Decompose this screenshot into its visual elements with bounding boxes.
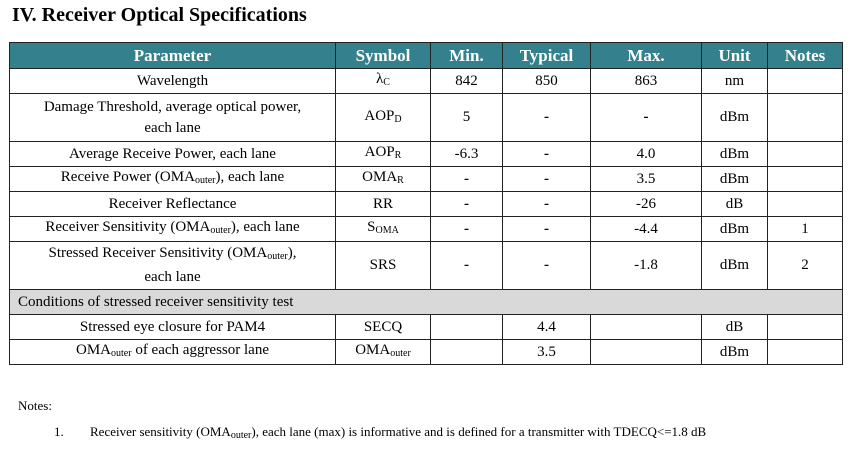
conditions-header: Conditions of stressed receiver sensitiv… xyxy=(9,289,843,315)
header-typical: Typical xyxy=(502,42,591,69)
typical-cell: 3.5 xyxy=(502,339,591,365)
symbol-cell: SRS xyxy=(335,241,431,290)
table-row: Wavelength λC 842 850 863 nm xyxy=(9,68,843,94)
symbol-cell: AOPR xyxy=(335,141,431,167)
min-cell: 842 xyxy=(430,68,503,94)
notes-cell: 2 xyxy=(767,241,843,290)
symbol-cell: AOPD xyxy=(335,93,431,142)
param-cell: Damage Threshold, average optical power,… xyxy=(9,93,336,142)
min-cell: - xyxy=(430,191,503,217)
typical-cell: 4.4 xyxy=(502,314,591,340)
table-row: Receiver Sensitivity (OMAouter), each la… xyxy=(9,216,843,242)
typical-cell: - xyxy=(502,191,591,217)
table-row: Stressed eye closure for PAM4 SECQ 4.4 d… xyxy=(9,314,843,340)
min-cell xyxy=(430,339,503,365)
note-text: Receiver sensitivity (OMAouter), each la… xyxy=(90,424,707,441)
header-min: Min. xyxy=(430,42,503,69)
notes-cell: 1 xyxy=(767,216,843,242)
param-cell: Receive Power (OMAouter), each lane xyxy=(9,166,336,192)
max-cell: 4.0 xyxy=(590,141,702,167)
unit-cell: dB xyxy=(701,191,768,217)
unit-cell: dBm xyxy=(701,141,768,167)
max-cell: -4.4 xyxy=(590,216,702,242)
max-cell xyxy=(590,314,702,340)
header-notes: Notes xyxy=(767,42,843,69)
typical-cell: - xyxy=(502,93,591,142)
header-unit: Unit xyxy=(701,42,768,69)
unit-cell: dBm xyxy=(701,241,768,290)
symbol-cell: OMAouter xyxy=(335,339,431,365)
min-cell: - xyxy=(430,241,503,290)
symbol-cell: RR xyxy=(335,191,431,217)
typical-cell: - xyxy=(502,216,591,242)
note-item: 1. Receiver sensitivity (OMAouter), each … xyxy=(54,424,706,441)
min-cell: 5 xyxy=(430,93,503,142)
table-header-row: Parameter Symbol Min. Typical Max. Unit … xyxy=(9,42,843,69)
unit-cell: nm xyxy=(701,68,768,94)
notes-cell xyxy=(767,141,843,167)
notes-cell xyxy=(767,314,843,340)
typical-cell: - xyxy=(502,141,591,167)
table-row: Average Receive Power, each lane AOPR -6… xyxy=(9,141,843,167)
min-cell: - xyxy=(430,216,503,242)
min-cell: - xyxy=(430,166,503,192)
unit-cell: dBm xyxy=(701,166,768,192)
note-number: 1. xyxy=(54,424,64,439)
typical-cell: 850 xyxy=(502,68,591,94)
symbol-cell: λC xyxy=(335,68,431,94)
param-cell: Stressed Receiver Sensitivity (OMAouter)… xyxy=(9,241,336,290)
unit-cell: dBm xyxy=(701,339,768,365)
param-cell: Wavelength xyxy=(9,68,336,94)
header-max: Max. xyxy=(590,42,702,69)
max-cell: 3.5 xyxy=(590,166,702,192)
min-cell: -6.3 xyxy=(430,141,503,167)
typical-cell: - xyxy=(502,241,591,290)
notes-cell xyxy=(767,191,843,217)
unit-cell: dB xyxy=(701,314,768,340)
min-cell xyxy=(430,314,503,340)
header-symbol: Symbol xyxy=(335,42,431,69)
table-row: OMAouter of each aggressor lane OMAouter… xyxy=(9,339,843,365)
param-cell: Average Receive Power, each lane xyxy=(9,141,336,167)
param-cell: Stressed eye closure for PAM4 xyxy=(9,314,336,340)
param-cell: Receiver Reflectance xyxy=(9,191,336,217)
param-cell: OMAouter of each aggressor lane xyxy=(9,339,336,365)
notes-cell xyxy=(767,93,843,142)
table-row: Receiver Reflectance RR - - -26 dB xyxy=(9,191,843,217)
notes-cell xyxy=(767,166,843,192)
notes-cell xyxy=(767,68,843,94)
notes-cell xyxy=(767,339,843,365)
table-row: Stressed Receiver Sensitivity (OMAouter)… xyxy=(9,241,843,290)
conditions-header-row: Conditions of stressed receiver sensitiv… xyxy=(9,289,843,315)
max-cell: 863 xyxy=(590,68,702,94)
max-cell xyxy=(590,339,702,365)
header-parameter: Parameter xyxy=(9,42,336,69)
max-cell: -1.8 xyxy=(590,241,702,290)
param-cell: Receiver Sensitivity (OMAouter), each la… xyxy=(9,216,336,242)
section-title: IV. Receiver Optical Specifications xyxy=(12,4,307,26)
receiver-spec-table: Parameter Symbol Min. Typical Max. Unit … xyxy=(9,42,843,365)
notes-label: Notes: xyxy=(18,398,52,413)
max-cell: - xyxy=(590,93,702,142)
symbol-cell: OMAR xyxy=(335,166,431,192)
unit-cell: dBm xyxy=(701,93,768,142)
unit-cell: dBm xyxy=(701,216,768,242)
table-row: Damage Threshold, average optical power,… xyxy=(9,93,843,142)
table-row: Receive Power (OMAouter), each lane OMAR… xyxy=(9,166,843,192)
symbol-cell: SOMA xyxy=(335,216,431,242)
symbol-cell: SECQ xyxy=(335,314,431,340)
typical-cell: - xyxy=(502,166,591,192)
max-cell: -26 xyxy=(590,191,702,217)
